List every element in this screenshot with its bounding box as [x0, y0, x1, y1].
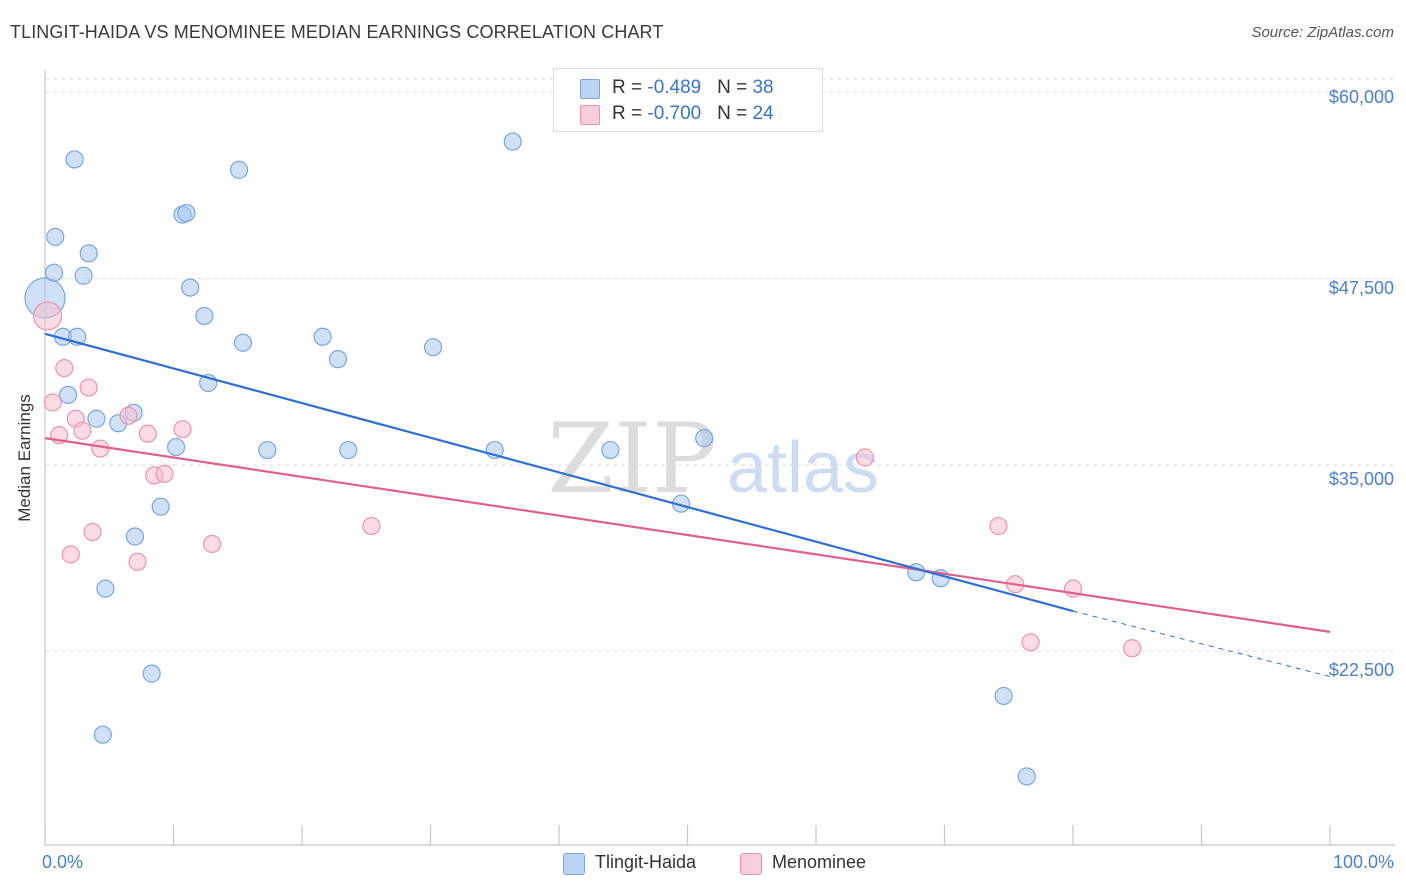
trend-line-tlingit-haida-extension [1072, 610, 1331, 678]
point-tlingit-haida [46, 227, 65, 247]
point-menominee [119, 406, 138, 425]
point-menominee [202, 534, 222, 554]
legend-swatch-pink [580, 105, 600, 125]
point-menominee [55, 358, 74, 378]
point-tlingit-haida [44, 263, 64, 282]
point-tlingit-haida [695, 429, 714, 448]
point-tlingit-haida [328, 350, 348, 369]
point-menominee [1123, 639, 1142, 658]
point-tlingit-haida [151, 497, 170, 516]
legend-n-label: N = [717, 77, 753, 98]
trend-line-tlingit-haida [44, 332, 1074, 613]
point-tlingit-haida [74, 266, 93, 285]
point-tlingit-haida [423, 338, 443, 357]
point-tlingit-haida [79, 244, 98, 263]
legend-item-label: Menominee [772, 852, 867, 872]
axes [44, 70, 1395, 846]
point-tlingit-haida [65, 150, 84, 169]
point-tlingit-haida [166, 437, 186, 457]
point-tlingit-haida [601, 440, 620, 460]
point-tlingit-haida [258, 440, 277, 460]
point-menominee [1021, 633, 1040, 652]
trend-lines [44, 332, 1331, 678]
legend-r-label: R = [612, 103, 648, 124]
point-menominee [362, 516, 381, 536]
legend-swatch-blue [580, 79, 600, 99]
point-menominee [43, 393, 62, 412]
legend-r-value: -0.489 [647, 77, 702, 98]
legend-r-label: R = [612, 77, 648, 98]
legend-r-value: -0.700 [647, 103, 702, 124]
x-tick-label-max: 100.0% [1332, 852, 1394, 872]
point-menominee [91, 439, 110, 458]
stats-legend: R = -0.489 N = 38 R = -0.700 N = 24 [553, 68, 823, 132]
point-tlingit-haida [503, 132, 522, 151]
chart-title: TLINGIT-HAIDA VS MENOMINEE MEDIAN EARNIN… [10, 22, 664, 42]
point-tlingit-haida [181, 278, 200, 297]
point-menominee [73, 421, 92, 440]
point-tlingit-haida [96, 579, 115, 598]
point-tlingit-haida [994, 686, 1013, 706]
point-tlingit-haida [313, 327, 332, 346]
point-menominee [32, 301, 63, 331]
point-menominee [138, 424, 157, 443]
point-menominee [155, 464, 174, 483]
gridlines [45, 78, 1395, 652]
point-tlingit-haida [339, 440, 358, 460]
point-menominee [61, 545, 80, 564]
y-tick-label: $22,500 [1328, 660, 1394, 680]
legend-swatch-blue [563, 853, 585, 875]
point-tlingit-haida [142, 664, 161, 683]
source-label: Source: ZipAtlas.com [1251, 24, 1394, 41]
point-menominee [989, 516, 1008, 536]
y-tick-label: $47,500 [1328, 278, 1394, 298]
legend-item-label: Tlingit-Haida [595, 852, 697, 872]
y-tick-label: $60,000 [1328, 87, 1394, 107]
legend-swatch-pink [740, 853, 762, 875]
point-menominee [83, 522, 102, 542]
y-tick-label: $35,000 [1328, 469, 1394, 489]
series-menominee [32, 301, 1142, 658]
point-menominee [173, 420, 192, 439]
point-menominee [79, 378, 98, 397]
watermark-atlas: atlas [727, 428, 879, 508]
point-menominee [855, 448, 874, 467]
point-tlingit-haida [93, 725, 112, 744]
legend-n-value: 24 [752, 103, 774, 124]
point-menominee [128, 552, 147, 571]
point-tlingit-haida [87, 409, 106, 428]
series-legend: Tlingit-Haida Menominee [0, 852, 1406, 878]
point-tlingit-haida [233, 333, 252, 352]
point-tlingit-haida [59, 385, 78, 405]
point-tlingit-haida [177, 203, 196, 223]
legend-n-label: N = [717, 103, 753, 124]
trend-line-menominee [44, 437, 1331, 633]
point-tlingit-haida [195, 306, 214, 326]
point-tlingit-haida [229, 160, 249, 179]
point-tlingit-haida [125, 527, 145, 546]
x-tick-label-min: 0.0% [42, 852, 84, 872]
watermark-zip: ZIP [547, 403, 716, 515]
legend-n-value: 38 [752, 77, 774, 98]
point-tlingit-haida [1017, 767, 1036, 786]
